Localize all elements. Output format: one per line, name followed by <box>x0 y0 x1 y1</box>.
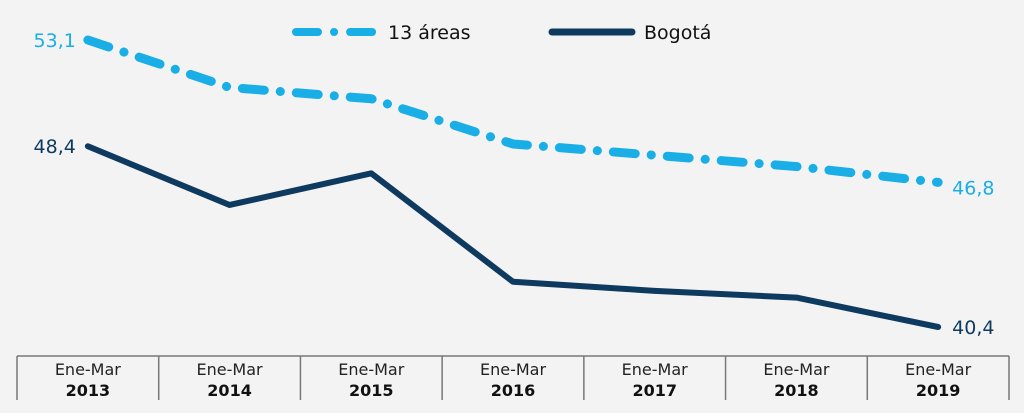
category-label-year: 2019 <box>916 381 961 400</box>
legend-label-bogota: Bogotá <box>644 22 711 44</box>
category-label-period: Ene-Mar <box>480 360 546 379</box>
category-label-period: Ene-Mar <box>55 360 121 379</box>
data-label-last: 40,4 <box>952 317 994 339</box>
series-line-13-areas <box>83 35 943 187</box>
category-label-period: Ene-Mar <box>338 360 404 379</box>
data-label-first: 53,1 <box>34 30 76 52</box>
category-label-year: 2016 <box>491 381 536 400</box>
category-label-period: Ene-Mar <box>197 360 263 379</box>
category-label-period: Ene-Mar <box>905 360 971 379</box>
data-label-first: 48,4 <box>34 136 76 158</box>
category-label-year: 2013 <box>66 381 111 400</box>
series-line-bogota <box>84 143 942 330</box>
category-label-year: 2015 <box>349 381 394 400</box>
category-label-period: Ene-Mar <box>763 360 829 379</box>
legend-label-13-areas: 13 áreas <box>388 22 471 44</box>
category-label-year: 2014 <box>207 381 252 400</box>
category-label-period: Ene-Mar <box>622 360 688 379</box>
data-label-last: 46,8 <box>952 177 994 199</box>
category-label-year: 2017 <box>632 381 677 400</box>
category-label-year: 2018 <box>774 381 819 400</box>
